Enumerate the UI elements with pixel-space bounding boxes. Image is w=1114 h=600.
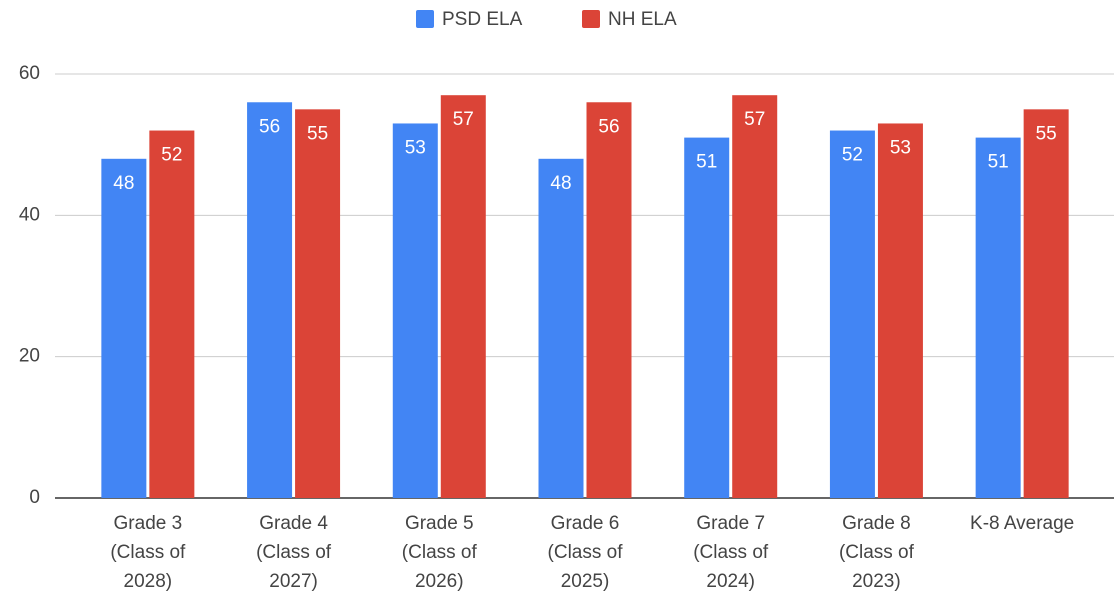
bar bbox=[829, 130, 875, 499]
x-tick-label: Grade 4 (Class of 2027) bbox=[256, 513, 332, 592]
x-tick-label: Grade 3 (Class of 2028) bbox=[110, 513, 186, 592]
value-label: 53 bbox=[890, 137, 911, 158]
value-label: 51 bbox=[988, 152, 1009, 173]
legend-label: NH ELA bbox=[608, 9, 677, 30]
bar bbox=[586, 102, 632, 499]
bar bbox=[1023, 109, 1069, 498]
y-tick-label: 40 bbox=[19, 204, 40, 225]
bar bbox=[877, 123, 923, 498]
x-tick-label: Grade 5 (Class of 2026) bbox=[401, 513, 477, 592]
bar bbox=[392, 123, 438, 498]
bar bbox=[732, 95, 778, 498]
bar bbox=[295, 109, 341, 498]
value-label: 56 bbox=[598, 116, 619, 137]
bar bbox=[247, 102, 293, 499]
value-label: 56 bbox=[259, 116, 280, 137]
value-label: 55 bbox=[307, 123, 328, 144]
value-label: 48 bbox=[550, 173, 571, 194]
x-tick-label: Grade 8 (Class of 2023) bbox=[838, 513, 914, 592]
value-label: 52 bbox=[161, 145, 182, 166]
legend-swatch bbox=[416, 10, 434, 28]
legend-label: PSD ELA bbox=[442, 9, 523, 30]
bar bbox=[684, 137, 730, 498]
bar bbox=[538, 158, 584, 499]
bar bbox=[101, 158, 147, 499]
value-label: 57 bbox=[744, 109, 765, 130]
value-label: 55 bbox=[1036, 123, 1057, 144]
value-label: 48 bbox=[113, 173, 134, 194]
y-tick-label: 0 bbox=[29, 487, 40, 508]
legend-swatch bbox=[582, 10, 600, 28]
x-tick-label: K-8 Average bbox=[970, 513, 1075, 534]
bar bbox=[440, 95, 486, 498]
value-label: 51 bbox=[696, 152, 717, 173]
bar bbox=[149, 130, 195, 499]
value-label: 52 bbox=[842, 145, 863, 166]
bar bbox=[975, 137, 1021, 498]
x-tick-label: Grade 6 (Class of 2025) bbox=[547, 513, 623, 592]
x-tick-label: Grade 7 (Class of 2024) bbox=[693, 513, 769, 592]
y-tick-label: 60 bbox=[19, 63, 40, 84]
y-tick-label: 20 bbox=[19, 346, 40, 367]
value-label: 53 bbox=[405, 137, 426, 158]
value-label: 57 bbox=[453, 109, 474, 130]
